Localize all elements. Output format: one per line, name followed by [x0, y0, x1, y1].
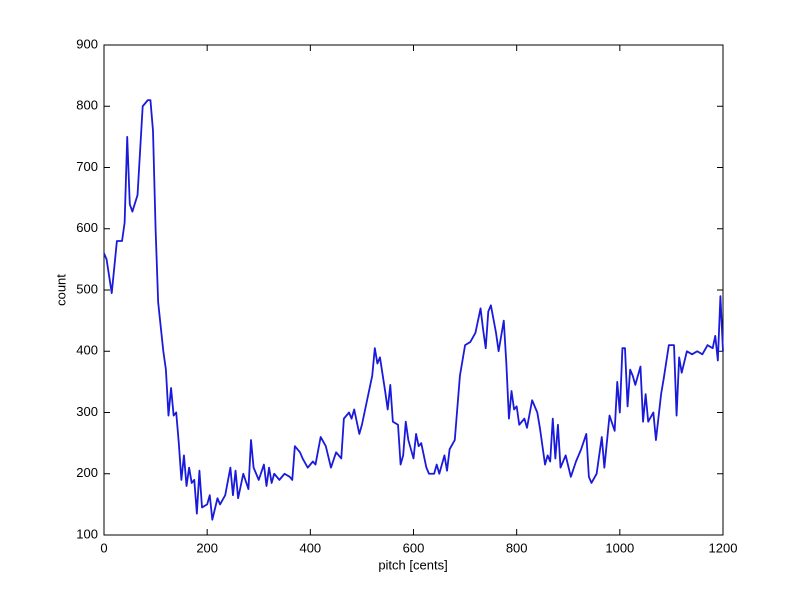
plot-frame [103, 44, 724, 536]
data-line [103, 99, 724, 521]
y-axis-label: count [53, 274, 68, 306]
x-tick-label: 1200 [709, 540, 738, 555]
y-tick-label: 400 [76, 343, 98, 358]
y-tick-label: 300 [76, 404, 98, 419]
x-tick-label: 200 [196, 540, 218, 555]
x-tick-label: 400 [299, 540, 321, 555]
x-tick-label: 1000 [605, 540, 634, 555]
y-tick-label: 900 [76, 36, 98, 51]
y-tick-label: 100 [76, 526, 98, 541]
x-tick-label: 800 [506, 540, 528, 555]
x-tick-label: 0 [100, 540, 107, 555]
x-axis-label: pitch [cents] [378, 557, 447, 572]
x-tick-label: 600 [403, 540, 425, 555]
y-tick-label: 200 [76, 465, 98, 480]
y-tick-label: 500 [76, 281, 98, 296]
y-tick-label: 600 [76, 220, 98, 235]
y-tick-label: 700 [76, 159, 98, 174]
y-tick-label: 800 [76, 98, 98, 113]
